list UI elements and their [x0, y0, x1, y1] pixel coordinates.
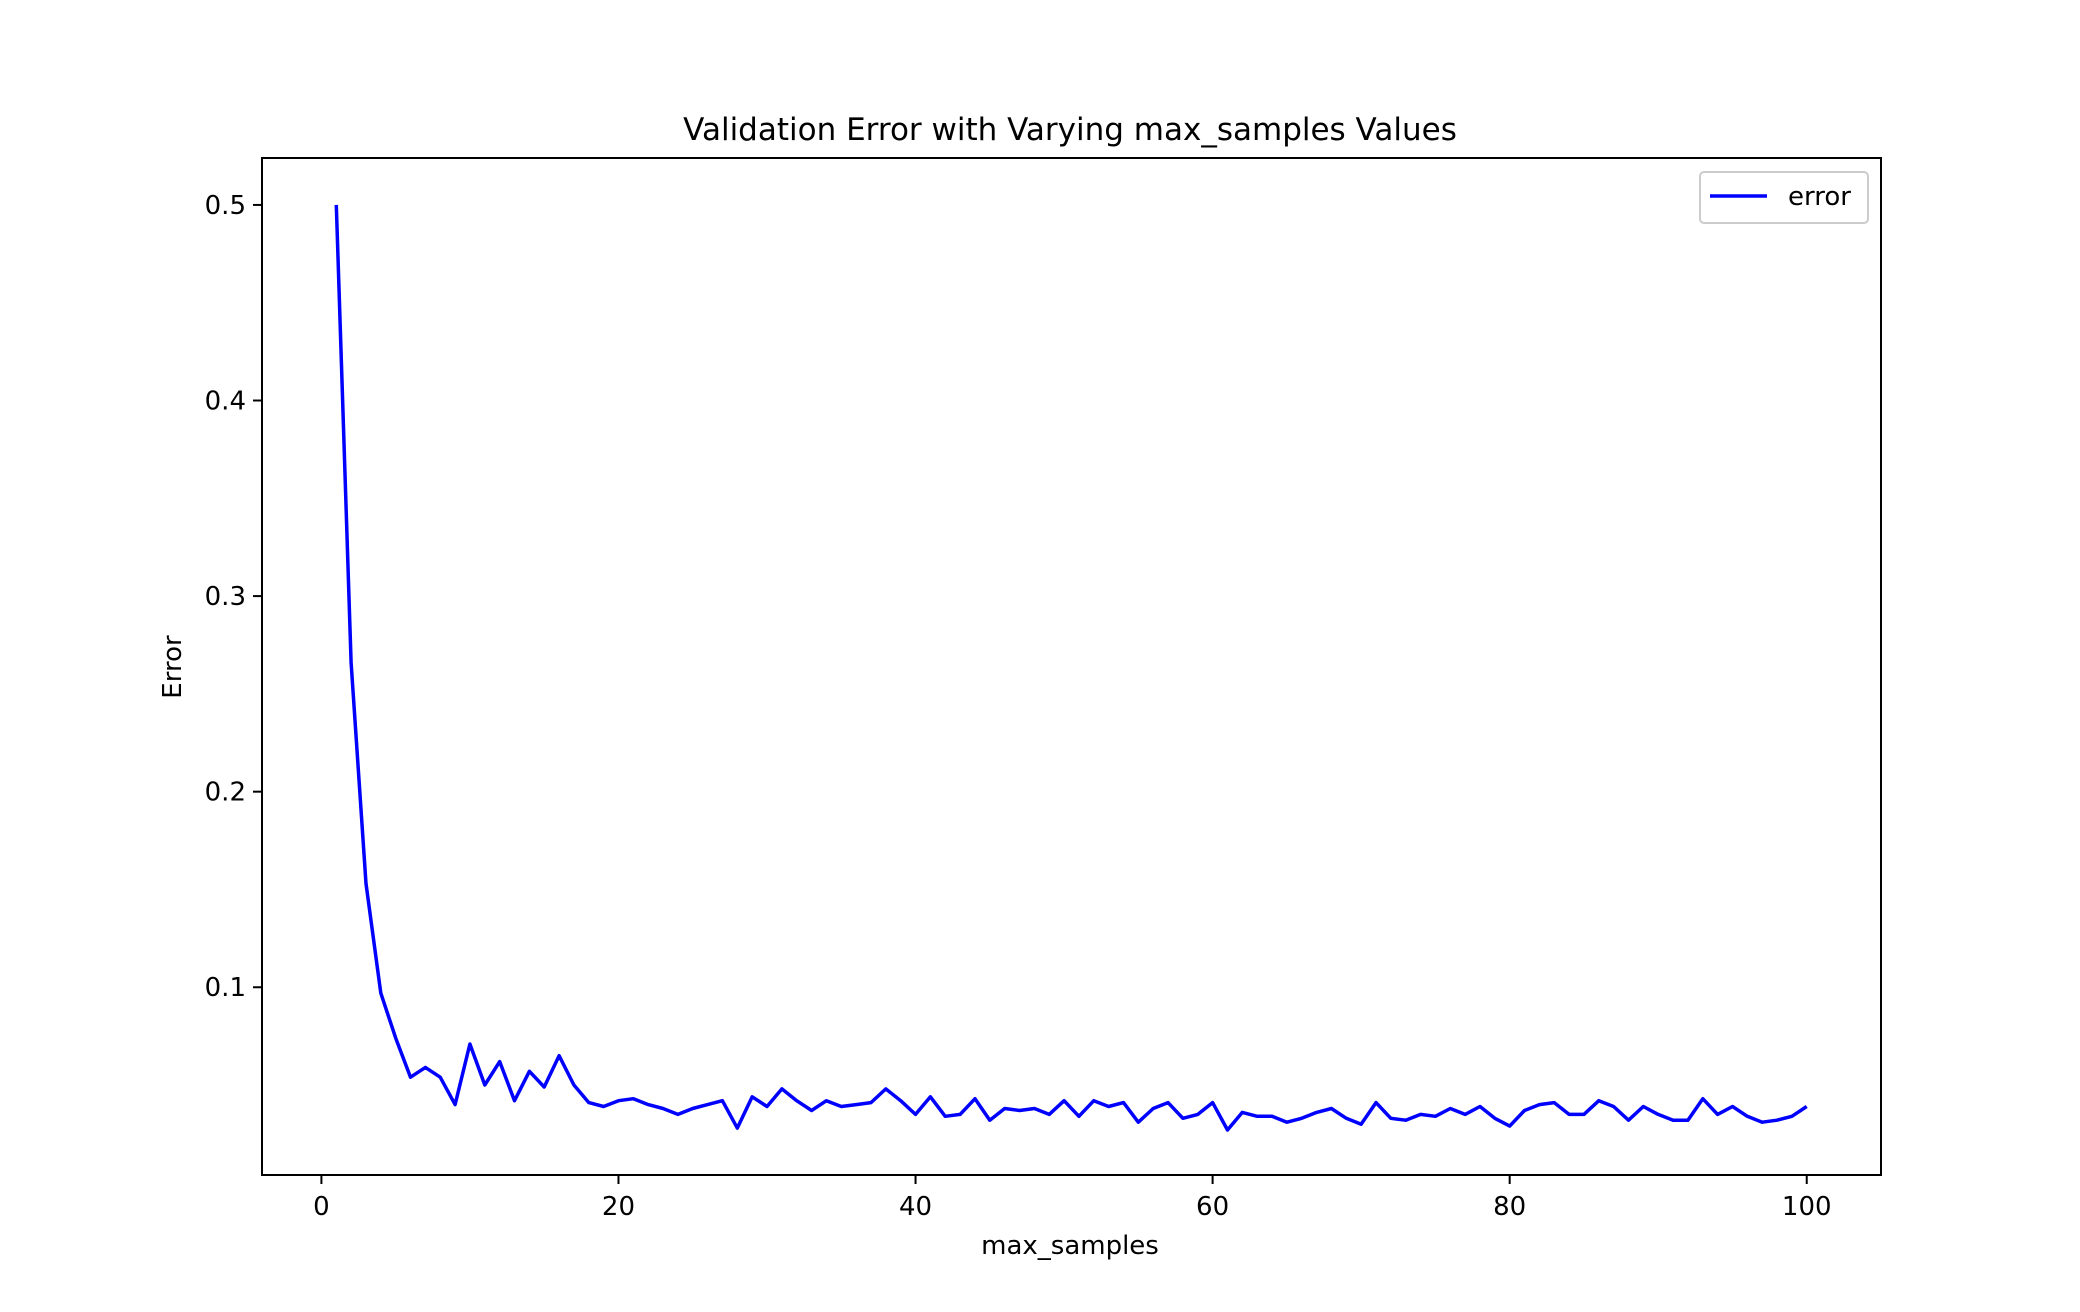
- y-tick-label: 0.2: [205, 778, 246, 808]
- x-axis-label: max_samples: [981, 1231, 1159, 1261]
- plot-frame: [261, 157, 1882, 1176]
- x-tick-label: 40: [899, 1192, 932, 1222]
- x-tick-label: 20: [602, 1192, 635, 1222]
- legend-box: [1699, 171, 1869, 224]
- y-tick-label: 0.4: [205, 387, 246, 417]
- chart-title: Validation Error with Varying max_sample…: [683, 112, 1457, 148]
- y-axis-ticks: 0.1 0.2 0.3 0.4 0.5: [205, 191, 262, 1003]
- series-layer: [334, 204, 1808, 1132]
- x-tick-label: 0: [313, 1192, 330, 1222]
- series-line-error: [334, 204, 1808, 1132]
- y-tick-label: 0.1: [205, 973, 246, 1003]
- y-tick-label: 0.3: [205, 582, 246, 612]
- legend-label-error: error: [1788, 182, 1851, 212]
- x-axis-ticks: 0 20 40 60 80 100: [313, 1175, 1832, 1222]
- x-tick-label: 100: [1782, 1192, 1832, 1222]
- y-tick-label: 0.5: [205, 191, 246, 221]
- legend: error: [1699, 171, 1869, 224]
- x-tick-label: 80: [1493, 1192, 1526, 1222]
- x-tick-label: 60: [1196, 1192, 1229, 1222]
- y-axis-label: Error: [158, 635, 188, 699]
